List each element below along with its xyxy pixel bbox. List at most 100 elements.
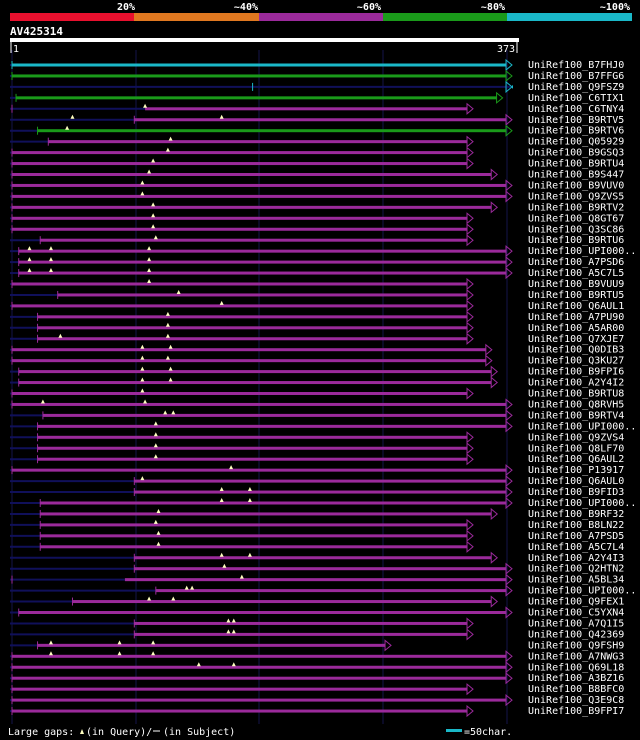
hit-arrow bbox=[466, 628, 474, 641]
hit-label: UniRef100_A7PSD6 bbox=[528, 257, 624, 268]
hit-gap-marker bbox=[151, 640, 156, 645]
hit-label: UniRef100_P13917 bbox=[528, 465, 624, 476]
hit-gap-marker bbox=[153, 421, 158, 426]
hit-gap-marker bbox=[48, 640, 53, 645]
query-start: 1 bbox=[13, 44, 19, 55]
hit-row-39: UniRef100_B9FID3 bbox=[10, 485, 624, 499]
hit-bar bbox=[37, 457, 468, 461]
hit-arrow bbox=[505, 694, 513, 707]
hit-arrow bbox=[485, 354, 493, 367]
hit-bar bbox=[18, 249, 507, 253]
hit-row-5: UniRef100_B9RTV5 bbox=[10, 113, 624, 126]
hit-arrow bbox=[466, 277, 474, 291]
hit-gap-marker bbox=[27, 257, 32, 262]
hit-bar bbox=[134, 567, 506, 571]
hit-arrow bbox=[505, 398, 513, 411]
hit-row-51: UniRef100_A7Q1I5 bbox=[10, 617, 624, 630]
hit-bar bbox=[145, 107, 468, 111]
hit-label: UniRef100_Q9FSH9 bbox=[528, 640, 624, 651]
hit-label: UniRef100_A7Q1I5 bbox=[528, 618, 624, 629]
hit-row-47: UniRef100_A5BL34 bbox=[10, 573, 624, 586]
legend-subject-text: (in Subject) bbox=[163, 727, 235, 738]
hit-bar bbox=[37, 315, 468, 319]
hit-arrow bbox=[490, 365, 498, 378]
hit-label: UniRef100_A5BL34 bbox=[528, 575, 624, 586]
hit-bar bbox=[12, 63, 506, 67]
hit-arrow bbox=[505, 573, 513, 586]
hit-label: UniRef100_B9FPI7 bbox=[528, 706, 624, 717]
query-end: 373 bbox=[497, 44, 515, 55]
hit-gap-marker bbox=[140, 388, 145, 393]
scale-band-3 bbox=[383, 13, 507, 21]
hit-gap-marker bbox=[151, 213, 156, 218]
query-ruler: AV425314 1 373 bbox=[10, 25, 519, 55]
hit-row-7: UniRef100_Q05929 bbox=[10, 135, 624, 148]
hit-row-56: UniRef100_A3BZ16 bbox=[10, 672, 624, 685]
hit-gap-marker bbox=[222, 563, 227, 568]
hit-arrow bbox=[490, 201, 498, 214]
hit-bar bbox=[40, 512, 492, 516]
hit-bar bbox=[37, 337, 468, 341]
hit-arrow bbox=[466, 332, 474, 345]
hit-arrow bbox=[505, 464, 513, 477]
hit-label: UniRef100_B9RF32 bbox=[528, 509, 624, 520]
hit-arrow bbox=[505, 475, 513, 488]
hit-arrow bbox=[505, 485, 513, 499]
hit-gap-marker bbox=[147, 268, 152, 273]
hit-label: UniRef100_Q9ZVS4 bbox=[528, 432, 624, 443]
hit-row-14: UniRef100_Q8GT67 bbox=[10, 212, 624, 225]
scale-label-4: ~100% bbox=[600, 2, 630, 13]
hit-label: UniRef100_Q3KU27 bbox=[528, 356, 624, 367]
hit-row-38: UniRef100_Q6AUL0 bbox=[10, 475, 624, 488]
hit-arrow bbox=[384, 639, 392, 652]
hit-row-3: UniRef100_C6TIX1 bbox=[10, 91, 624, 104]
hit-gap-marker bbox=[153, 519, 158, 524]
hit-gap-marker bbox=[27, 246, 32, 251]
hit-arrow bbox=[466, 683, 474, 696]
hit-bar bbox=[40, 534, 468, 538]
hit-label: UniRef100_Q8GT67 bbox=[528, 213, 624, 224]
hit-bar bbox=[72, 600, 492, 604]
scale-label-3: ~80% bbox=[481, 2, 505, 13]
hit-gap-marker bbox=[165, 322, 170, 327]
hit-bar bbox=[40, 545, 468, 549]
hit-bar bbox=[48, 140, 468, 144]
hit-row-40: UniRef100_UPI000.. bbox=[10, 496, 636, 510]
hit-label: UniRef100_Q9FSZ9 bbox=[528, 82, 624, 93]
hit-gap-marker bbox=[247, 498, 252, 502]
hit-gap-marker bbox=[226, 629, 231, 634]
hit-label: UniRef100_Q3E9C8 bbox=[528, 695, 624, 706]
hit-arrow bbox=[505, 124, 513, 137]
hit-gap-marker bbox=[48, 257, 53, 262]
hit-gap-marker bbox=[168, 344, 173, 349]
hit-label: UniRef100_A2Y4I2 bbox=[528, 378, 624, 389]
hit-arrow bbox=[466, 442, 474, 455]
scale-band-2 bbox=[259, 13, 383, 21]
hit-arrow bbox=[490, 168, 498, 181]
hit-gap-marker bbox=[65, 125, 70, 130]
hit-gap-marker bbox=[176, 289, 181, 294]
hit-row-22: UniRef100_Q6AUL1 bbox=[10, 299, 624, 312]
hit-arrow bbox=[466, 212, 474, 225]
hit-gap-marker bbox=[151, 651, 156, 656]
hit-label: UniRef100_B9RTU5 bbox=[528, 290, 624, 301]
hit-label: UniRef100_Q6AUL1 bbox=[528, 301, 624, 312]
hit-row-10: UniRef100_B9S447 bbox=[10, 168, 624, 181]
hit-arrow bbox=[505, 113, 513, 126]
hit-arrow bbox=[505, 179, 513, 192]
hit-arrow bbox=[490, 551, 498, 564]
hit-label: UniRef100_B9GSQ3 bbox=[528, 148, 624, 159]
hit-gap-marker bbox=[140, 355, 145, 360]
hit-row-37: UniRef100_P13917 bbox=[10, 464, 624, 477]
hit-gap-marker bbox=[219, 300, 224, 305]
hit-arrow bbox=[505, 409, 513, 422]
hit-arrow bbox=[505, 190, 513, 203]
hit-label: UniRef100_A3BZ16 bbox=[528, 673, 624, 684]
hit-row-48: UniRef100_UPI000.. bbox=[10, 584, 636, 597]
hit-bar bbox=[12, 74, 506, 78]
hit-label: UniRef100_C5YXN4 bbox=[528, 608, 624, 619]
hit-gap-marker bbox=[219, 498, 224, 502]
hit-row-23: UniRef100_A7PU90 bbox=[10, 310, 624, 323]
hit-arrow bbox=[505, 661, 513, 674]
hit-label: UniRef100_B9RTU8 bbox=[528, 389, 624, 400]
